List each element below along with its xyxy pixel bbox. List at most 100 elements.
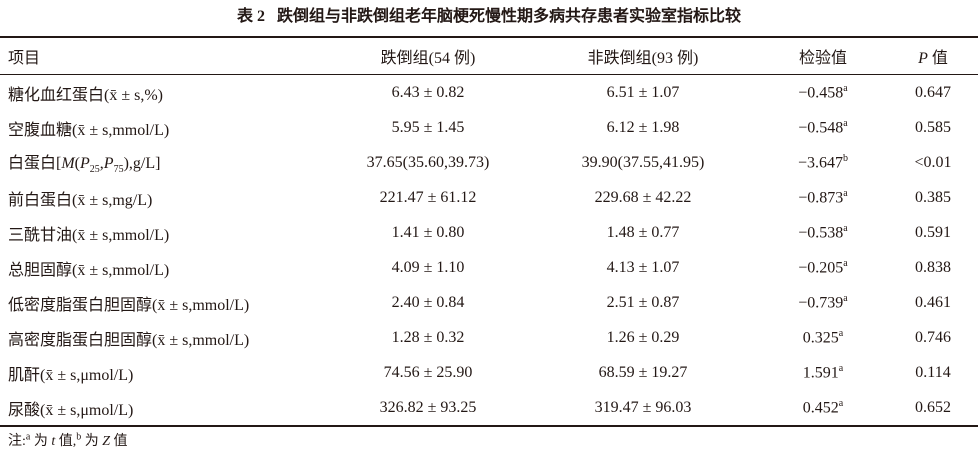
table-cell: 0.325a [758,320,888,355]
text-segment: a [843,292,848,304]
table-cell: 229.68 ± 42.22 [594,188,692,206]
table-cell: −0.873a [758,180,888,215]
text-segment: a [838,362,844,374]
text-segment: 白蛋白[ [8,155,62,173]
text-segment: −0.739 [798,294,844,312]
text-segment: 0.325 [802,329,839,347]
table-cell: −0.548a [758,110,888,145]
table-cell: 326.82 ± 93.25 [379,398,477,416]
table-cell: 1.591a [758,355,888,390]
table-cell: 37.65(35.60,39.73) [366,153,490,171]
text-segment: −0.548 [798,119,844,137]
table-note: 注:a 为 t 值,b 为 Z 值 [8,430,128,450]
table-cell: 0.838 [915,258,951,276]
table-cell: 4.13 ± 1.07 [606,258,680,276]
data-table: 项目 跌倒组(54 例) 非跌倒组(93 例) 检验值 P 值 糖化血红蛋白(x̄ ± … [0,36,978,427]
table-cell: 糖化血红蛋白(x̄ ± s,%) [8,86,163,104]
table-cell: 0.452a [758,390,888,426]
text-segment: a [843,82,848,94]
table-head: 项目 跌倒组(54 例) 非跌倒组(93 例) 检验值 P 值 [0,37,978,75]
table-cell: 6.51 ± 1.07 [606,83,680,101]
table-cell: 0.461 [915,293,951,311]
table-cell: 0.591 [915,223,951,241]
table-title: 表 2 跌倒组与非跌倒组老年脑梗死慢性期多病共存患者实验室指标比较 [0,2,978,26]
text-segment: 值, [55,434,77,449]
table-row: 低密度脂蛋白胆固醇(x̄ ± s,mmol/L) 2.40 ± 0.84 2.51 … [0,285,978,320]
table-cell: 总胆固醇(x̄ ± s,mmol/L) [8,261,170,279]
table-cell: 前白蛋白(x̄ ± s,mg/L) [8,191,153,209]
text-segment: a [838,397,844,409]
table-row: 高密度脂蛋白胆固醇(x̄ ± s,mmol/L) 1.28 ± 0.32 1.26 … [0,320,978,355]
table-cell: 白蛋白[M(P25,P75),g/L] [0,145,328,180]
table-cell: 空腹血糖(x̄ ± s,mmol/L) [8,121,170,139]
table-cell: 1.48 ± 0.77 [606,223,680,241]
table-cell: 0.652 [915,398,951,416]
text-segment: t [51,434,56,449]
table-cell: 1.26 ± 0.29 [606,328,680,346]
text-segment: 注: [8,434,26,449]
table-cell: 0.746 [915,328,951,346]
text-segment: b [843,152,849,164]
table-cell: 2.51 ± 0.87 [606,293,680,311]
table-cell: 319.47 ± 96.03 [594,398,692,416]
table-row: 总胆固醇(x̄ ± s,mmol/L) 4.09 ± 1.10 4.13 ± 1.0… [0,250,978,285]
text-segment: Z [102,434,111,449]
table-cell: −0.538a [758,215,888,250]
text-segment: −3.647 [797,154,844,172]
table-cell: 74.56 ± 25.90 [383,363,473,381]
header-cell: 非跌倒组(93 例) [587,50,699,67]
text-segment: 值 [110,434,128,449]
table-cell: 221.47 ± 61.12 [379,188,477,206]
header-cell: 检验值 [798,50,847,67]
text-segment: , [99,155,104,173]
text-segment: P [918,50,928,67]
table-row: 前白蛋白(x̄ ± s,mg/L) 221.47 ± 61.12 229.68 ± … [0,180,978,215]
table-cell: 高密度脂蛋白胆固醇(x̄ ± s,mmol/L) [8,331,250,349]
text-segment: 为 [30,434,52,449]
table-cell: −0.205a [758,250,888,285]
table-cell: 39.90(37.55,41.95) [581,153,705,171]
table-cell: 5.95 ± 1.45 [391,118,465,136]
table-cell: 0.647 [915,83,951,101]
header-cell: 项目 [8,50,41,67]
table-row: 三酰甘油(x̄ ± s,mmol/L) 1.41 ± 0.80 1.48 ± 0.7… [0,215,978,250]
text-segment: 为 [81,434,103,449]
header-cell: P 值 [888,37,978,75]
text-segment: 1.591 [802,364,839,382]
table-cell: −0.739a [758,285,888,320]
table-cell: −0.458a [758,75,888,111]
text-segment: −0.205 [798,259,844,277]
table-body: 糖化血红蛋白(x̄ ± s,%) 6.43 ± 0.82 6.51 ± 1.07 −0… [0,75,978,426]
text-segment: M [61,155,75,173]
text-segment: 值 [927,50,948,67]
table-cell: 1.41 ± 0.80 [391,223,465,241]
text-segment: a [838,327,844,339]
table-number: 表 2 [236,8,265,25]
table-cell: 1.28 ± 0.32 [391,328,465,346]
table-cell: 68.59 ± 19.27 [598,363,688,381]
text-segment: a [843,257,848,269]
table-cell: 三酰甘油(x̄ ± s,mmol/L) [8,226,170,244]
text-segment: −0.873 [798,189,844,207]
table-row: 白蛋白[M(P25,P75),g/L] 37.65(35.60,39.73) 39.… [0,145,978,180]
text-segment: −0.538 [798,224,844,242]
table-cell: 肌酐(x̄ ± s,μmol/L) [8,366,134,384]
text-segment: P [80,155,90,173]
table-cell: 0.585 [915,118,951,136]
table-row: 肌酐(x̄ ± s,μmol/L) 74.56 ± 25.90 68.59 ± 19… [0,355,978,390]
text-segment: −0.458 [798,84,844,102]
table-cell: −3.647b [758,145,888,180]
table-cell: <0.01 [914,153,952,171]
table-cell: 6.12 ± 1.98 [606,118,680,136]
table-cell: 尿酸(x̄ ± s,μmol/L) [8,401,134,419]
table-cell: 4.09 ± 1.10 [391,258,465,276]
text-segment: 25 [89,164,100,176]
text-segment: a [843,117,848,129]
header-cell: 跌倒组(54 例) [380,50,476,67]
text-segment: a [25,431,31,443]
text-segment: a [843,187,848,199]
table-cell: 低密度脂蛋白胆固醇(x̄ ± s,mmol/L) [8,296,250,314]
text-segment: 0.452 [802,399,839,417]
table-row: 糖化血红蛋白(x̄ ± s,%) 6.43 ± 0.82 6.51 ± 1.07 −0… [0,75,978,111]
